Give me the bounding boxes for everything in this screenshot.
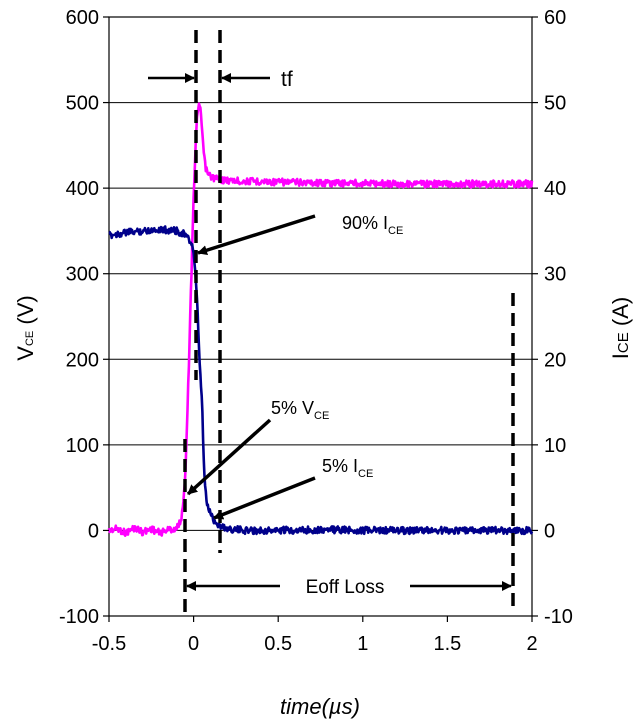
ice5-arrow bbox=[213, 476, 316, 520]
x-tick-label: 0.5 bbox=[264, 633, 292, 655]
y-left-tick-label: 600 bbox=[66, 7, 99, 29]
x-tick-label: 2 bbox=[526, 633, 537, 655]
eoff-label: Eoff Loss bbox=[306, 577, 385, 598]
y-left-tick-label: -100 bbox=[59, 606, 99, 628]
y-left-tick-label: 0 bbox=[88, 520, 99, 542]
y-right-tick-label: 20 bbox=[544, 349, 566, 371]
ice5-label: 5% ICE bbox=[322, 456, 373, 480]
y-right-tick-label: -10 bbox=[544, 606, 573, 628]
reference-lines bbox=[183, 30, 515, 615]
y-left-axis-label: VCE (V) bbox=[13, 295, 38, 360]
y-right-tick-label: 50 bbox=[544, 93, 566, 115]
x-tick-label: 1 bbox=[357, 633, 368, 655]
series-line bbox=[107, 102, 534, 538]
x-tick-label: 1.5 bbox=[433, 633, 461, 655]
vce5-arrow bbox=[186, 418, 272, 496]
y-right-tick-label: 10 bbox=[544, 435, 566, 457]
vce5-label: 5% VCE bbox=[271, 398, 329, 422]
y-left-tick-label: 200 bbox=[66, 349, 99, 371]
eoff-label-background bbox=[282, 573, 408, 599]
ice90-arrow bbox=[197, 214, 316, 256]
grid-lines bbox=[109, 16, 532, 617]
y-left-tick-label: 400 bbox=[66, 178, 99, 200]
x-tick-label: 0 bbox=[188, 633, 199, 655]
x-axis-label: time(µs) bbox=[280, 694, 360, 719]
x-tick-label: -0.5 bbox=[92, 633, 126, 655]
series-line bbox=[108, 225, 534, 536]
plot-area-frame bbox=[108, 16, 533, 617]
ice90-label: 90% ICE bbox=[342, 213, 403, 237]
y-right-tick-label: 40 bbox=[544, 178, 566, 200]
y-right-axis-label: ICE (A) bbox=[608, 297, 633, 359]
tick-group: -1000100200300400500600-100102030405060-… bbox=[59, 7, 573, 655]
series-group bbox=[107, 102, 534, 538]
y-left-tick-label: 100 bbox=[66, 435, 99, 457]
y-left-tick-label: 500 bbox=[66, 93, 99, 115]
y-right-tick-label: 0 bbox=[544, 520, 555, 542]
y-right-tick-label: 30 bbox=[544, 264, 566, 286]
y-left-tick-label: 300 bbox=[66, 264, 99, 286]
y-right-tick-label: 60 bbox=[544, 7, 566, 29]
tf-label: tf bbox=[281, 68, 293, 91]
